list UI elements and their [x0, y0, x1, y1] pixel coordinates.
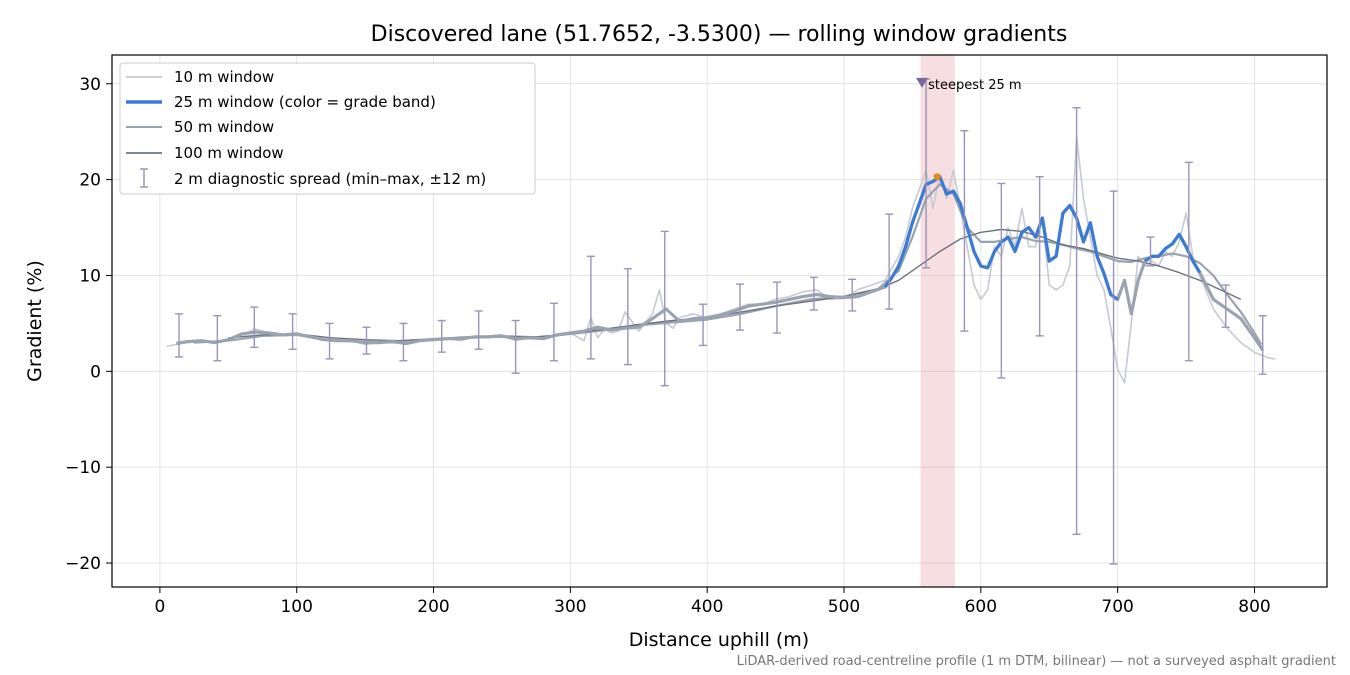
error-bar	[1072, 107, 1081, 535]
error-bar	[1035, 176, 1044, 337]
legend-swatch-errorbar	[140, 168, 148, 188]
error-bar	[586, 255, 595, 360]
legend-label-25m: 25 m window (color = grade band)	[174, 93, 436, 111]
error-bars	[175, 78, 1267, 565]
legend-label-100m: 100 m window	[174, 144, 284, 162]
error-bar	[511, 319, 520, 374]
error-bar	[175, 313, 184, 358]
legend-label-errorbar: 2 m diagnostic spread (min–max, ±12 m)	[174, 170, 486, 188]
legend-label-10m: 10 m window	[174, 68, 274, 86]
y-tick-label: 20	[79, 171, 101, 191]
error-bar	[1258, 315, 1267, 375]
error-bar	[1109, 190, 1118, 565]
series-group	[166, 135, 1276, 384]
x-tick-label: 0	[154, 597, 165, 617]
error-bar	[474, 310, 483, 350]
series-25m-grade-band	[1144, 232, 1202, 274]
x-axis-label: Distance uphill (m)	[629, 629, 809, 651]
footnote: LiDAR-derived road-centreline profile (1…	[737, 654, 1336, 669]
steepest-marker	[916, 77, 928, 88]
plot-frame	[111, 54, 1328, 588]
error-bar	[250, 306, 259, 349]
error-bar	[997, 182, 1006, 379]
error-bar	[325, 322, 334, 360]
x-tick-label: 400	[691, 597, 723, 617]
error-bar	[699, 303, 708, 347]
y-tick-label: 10	[79, 266, 101, 286]
x-tick-label: 300	[554, 597, 586, 617]
legend: 10 m window 25 m window (color = grade b…	[119, 62, 536, 195]
legend-label-50m: 50 m window	[174, 118, 274, 136]
error-bar	[288, 313, 297, 350]
steepest-annotation: steepest 25 m	[928, 78, 1021, 93]
y-tick-label: 0	[90, 362, 101, 382]
error-bar	[213, 315, 222, 362]
error-bar	[660, 230, 669, 387]
annotations: steepest 25 m	[916, 77, 1022, 181]
x-tick-label: 200	[417, 597, 449, 617]
error-bar	[399, 322, 408, 362]
peak-point	[933, 173, 941, 181]
error-bar	[623, 268, 632, 366]
y-tick-label: 30	[79, 75, 101, 95]
error-bar	[1221, 284, 1230, 328]
y-tick-label: −10	[65, 458, 101, 478]
x-tick-label: 500	[828, 597, 860, 617]
y-tick-label: −20	[65, 554, 101, 574]
error-bar	[809, 276, 818, 311]
error-bar	[1184, 161, 1193, 362]
x-tick-label: 100	[280, 597, 312, 617]
x-tick-label: 700	[1101, 597, 1133, 617]
error-bar	[848, 278, 857, 312]
error-bar	[437, 319, 446, 353]
error-bar	[772, 281, 781, 334]
error-bar	[736, 283, 745, 331]
chart-title: Discovered lane (51.7652, -3.5300) — rol…	[371, 22, 1068, 47]
error-bar	[549, 302, 558, 362]
y-axis-label: Gradient (%)	[24, 260, 46, 382]
axis-ticks: 0 100 200 300 400 500 600 700 800 −20 −10 0 10 20 30	[65, 75, 1271, 617]
x-tick-label: 600	[965, 597, 997, 617]
error-bar	[1146, 236, 1155, 267]
error-bar	[885, 213, 894, 310]
x-tick-label: 800	[1238, 597, 1270, 617]
error-bar	[362, 326, 371, 355]
legend-box	[119, 62, 536, 195]
error-bar	[960, 130, 969, 332]
